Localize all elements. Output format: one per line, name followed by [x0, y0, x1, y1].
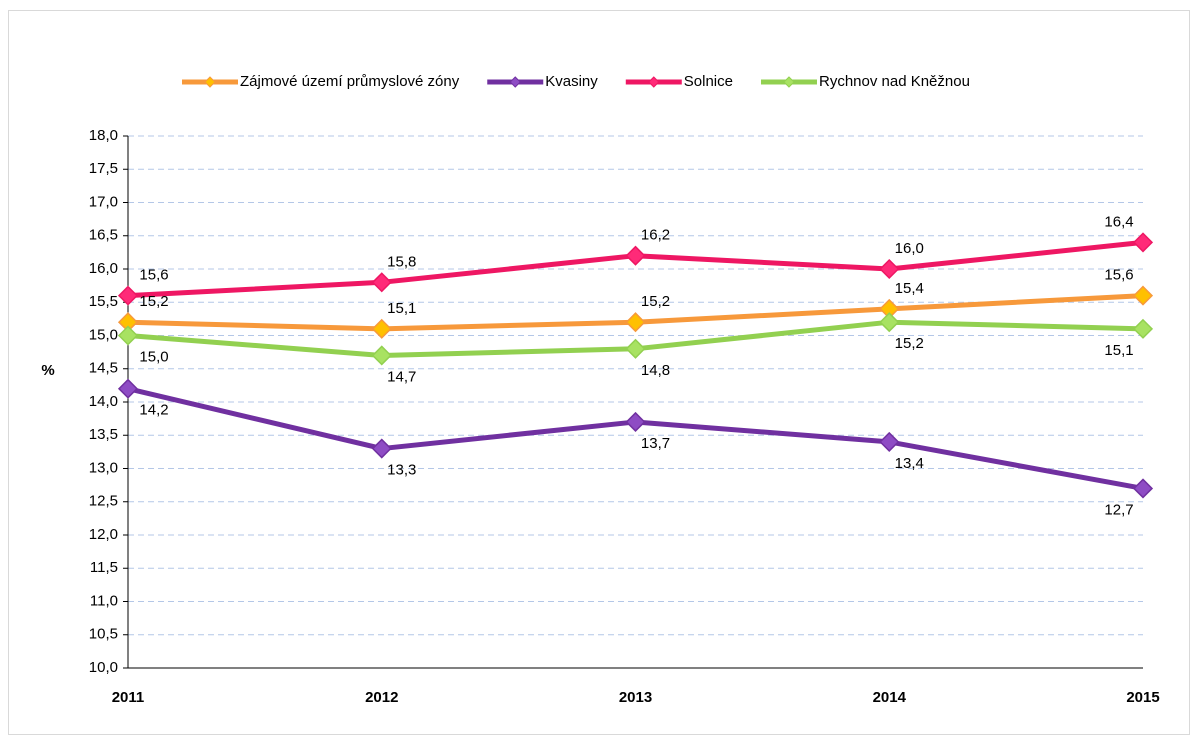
data-label: 15,2	[641, 293, 670, 310]
y-tick-label: 10,0	[89, 659, 118, 676]
data-point	[879, 258, 900, 280]
data-point	[1132, 232, 1154, 253]
data-label: 13,7	[641, 435, 670, 452]
legend-label: Kvasiny	[545, 73, 598, 90]
data-point	[879, 431, 900, 452]
legend-marker	[648, 76, 660, 88]
data-point	[371, 272, 392, 293]
y-tick-label: 13,5	[89, 426, 118, 443]
y-tick-label: 15,0	[89, 326, 118, 343]
data-label: 15,2	[895, 335, 924, 352]
chart-frame	[8, 10, 1190, 735]
y-tick-label: 13,0	[89, 459, 118, 476]
data-label: 14,2	[139, 402, 168, 419]
data-label: 15,1	[387, 300, 416, 317]
data-label: 15,6	[139, 267, 168, 284]
y-tick-label: 10,5	[89, 626, 118, 643]
data-point	[371, 345, 392, 366]
y-tick-label: 18,0	[89, 127, 118, 144]
data-label: 13,4	[895, 455, 924, 472]
legend-marker	[204, 76, 216, 88]
legend-label: Zájmové území průmyslové zóny	[240, 73, 460, 90]
y-tick-label: 14,0	[89, 393, 118, 410]
y-tick-label: 11,5	[90, 559, 118, 576]
data-point	[117, 378, 139, 399]
legend-marker	[783, 76, 795, 88]
data-point	[1132, 318, 1154, 339]
data-label: 16,2	[641, 227, 670, 244]
data-label: 15,2	[139, 293, 168, 310]
data-label: 15,0	[139, 348, 168, 365]
y-tick-label: 11,0	[90, 592, 118, 609]
data-label: 16,4	[1104, 213, 1133, 230]
legend-marker	[509, 76, 521, 88]
y-tick-label: 16,5	[89, 227, 118, 244]
x-tick-label: 2013	[619, 689, 652, 706]
data-label: 13,3	[387, 462, 416, 479]
data-label: 12,7	[1104, 501, 1133, 518]
data-point	[371, 438, 392, 459]
y-tick-label: 17,0	[89, 193, 118, 210]
y-tick-label: 16,0	[89, 260, 118, 277]
y-axis-label: %	[41, 362, 54, 379]
x-tick-label: 2011	[112, 689, 145, 706]
data-point	[625, 411, 646, 433]
data-point	[1132, 478, 1154, 499]
legend-label: Solnice	[684, 73, 733, 90]
data-point	[625, 338, 646, 359]
data-point	[625, 312, 646, 333]
y-tick-label: 17,5	[89, 160, 118, 177]
y-tick-label: 12,0	[89, 526, 118, 543]
x-tick-label: 2012	[365, 689, 398, 706]
data-label: 15,4	[895, 280, 924, 297]
data-label: 15,1	[1104, 342, 1133, 359]
data-point	[879, 312, 900, 333]
y-tick-label: 15,5	[89, 293, 118, 310]
data-point	[117, 285, 139, 306]
data-label: 15,6	[1104, 267, 1133, 284]
data-point	[371, 318, 392, 339]
data-point	[1132, 285, 1154, 306]
data-label: 16,0	[895, 240, 924, 257]
x-tick-label: 2014	[873, 689, 907, 706]
data-label: 14,8	[641, 362, 670, 379]
data-point	[625, 245, 646, 266]
x-tick-label: 2015	[1126, 689, 1159, 706]
data-label: 14,7	[387, 368, 416, 385]
legend-label: Rychnov nad Kněžnou	[819, 73, 970, 90]
data-label: 15,8	[387, 253, 416, 270]
data-point	[117, 325, 139, 346]
y-tick-label: 12,5	[89, 493, 118, 510]
y-tick-label: 14,5	[89, 360, 118, 377]
